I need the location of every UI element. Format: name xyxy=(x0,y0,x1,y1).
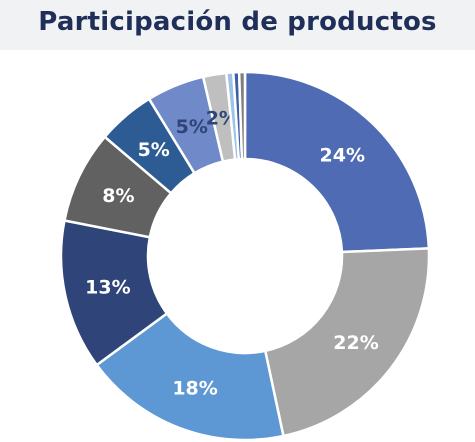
slice-label-7: 5% xyxy=(176,116,208,138)
slice-label-5: 8% xyxy=(102,185,134,207)
donut-slice-1 xyxy=(243,70,431,254)
slice-label-6: 5% xyxy=(138,139,170,161)
donut-slice-3 xyxy=(95,311,285,442)
donut-slice-2 xyxy=(263,247,431,438)
slice-label-2: 22% xyxy=(333,332,378,354)
slice-label-1: 24% xyxy=(320,145,365,167)
title-bar: Participación de productos xyxy=(0,0,475,50)
slice-label-3: 18% xyxy=(172,377,217,399)
slice-label-4: 13% xyxy=(85,277,130,299)
chart-title: Participación de productos xyxy=(38,7,437,37)
donut-slice-11 xyxy=(237,70,247,161)
